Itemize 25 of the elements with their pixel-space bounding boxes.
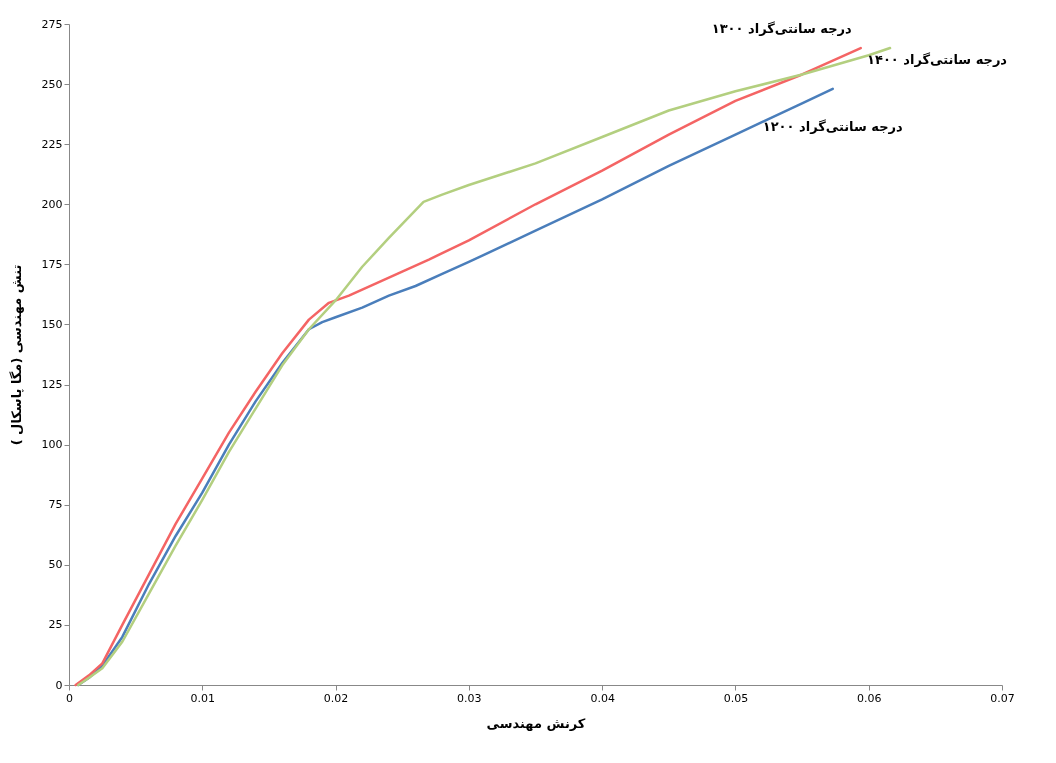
y-tick-label: 250 [41, 77, 63, 91]
series-label: ۱۲۰۰ درجه سانتی‌گراد [762, 118, 904, 134]
y-axis-title: تنش مهندسی (مگا پاسکال ) [8, 264, 24, 446]
x-tick-label: 0.06 [856, 691, 882, 705]
y-tick-label: 25 [48, 618, 63, 632]
y-tick-label: 275 [41, 17, 63, 31]
y-tick-label: 0 [55, 678, 63, 692]
y-tick-label: 175 [41, 257, 63, 271]
y-tick-label: 50 [48, 558, 63, 572]
y-tick-label: 75 [48, 498, 63, 512]
y-tick-label: 125 [41, 378, 63, 392]
x-tick-label: 0 [66, 691, 73, 705]
y-tick-label: 100 [41, 438, 63, 452]
y-tick-label: 200 [41, 197, 63, 211]
x-tick-label: 0.01 [190, 691, 216, 705]
x-tick-label: 0.07 [990, 691, 1015, 705]
series-label: ۱۳۰۰ درجه سانتی‌گراد [711, 21, 853, 37]
series-label: ۱۴۰۰ درجه سانتی‌گراد [867, 52, 1008, 68]
x-tick-label: 0.05 [723, 691, 749, 705]
x-tick-label: 0.02 [323, 691, 349, 705]
x-tick-label: 0.03 [457, 691, 482, 705]
y-tick-label: 225 [41, 137, 63, 151]
y-tick-label: 150 [41, 317, 63, 331]
x-axis-title: کرنش مهندسی [486, 715, 586, 731]
x-tick-label: 0.04 [590, 691, 615, 705]
